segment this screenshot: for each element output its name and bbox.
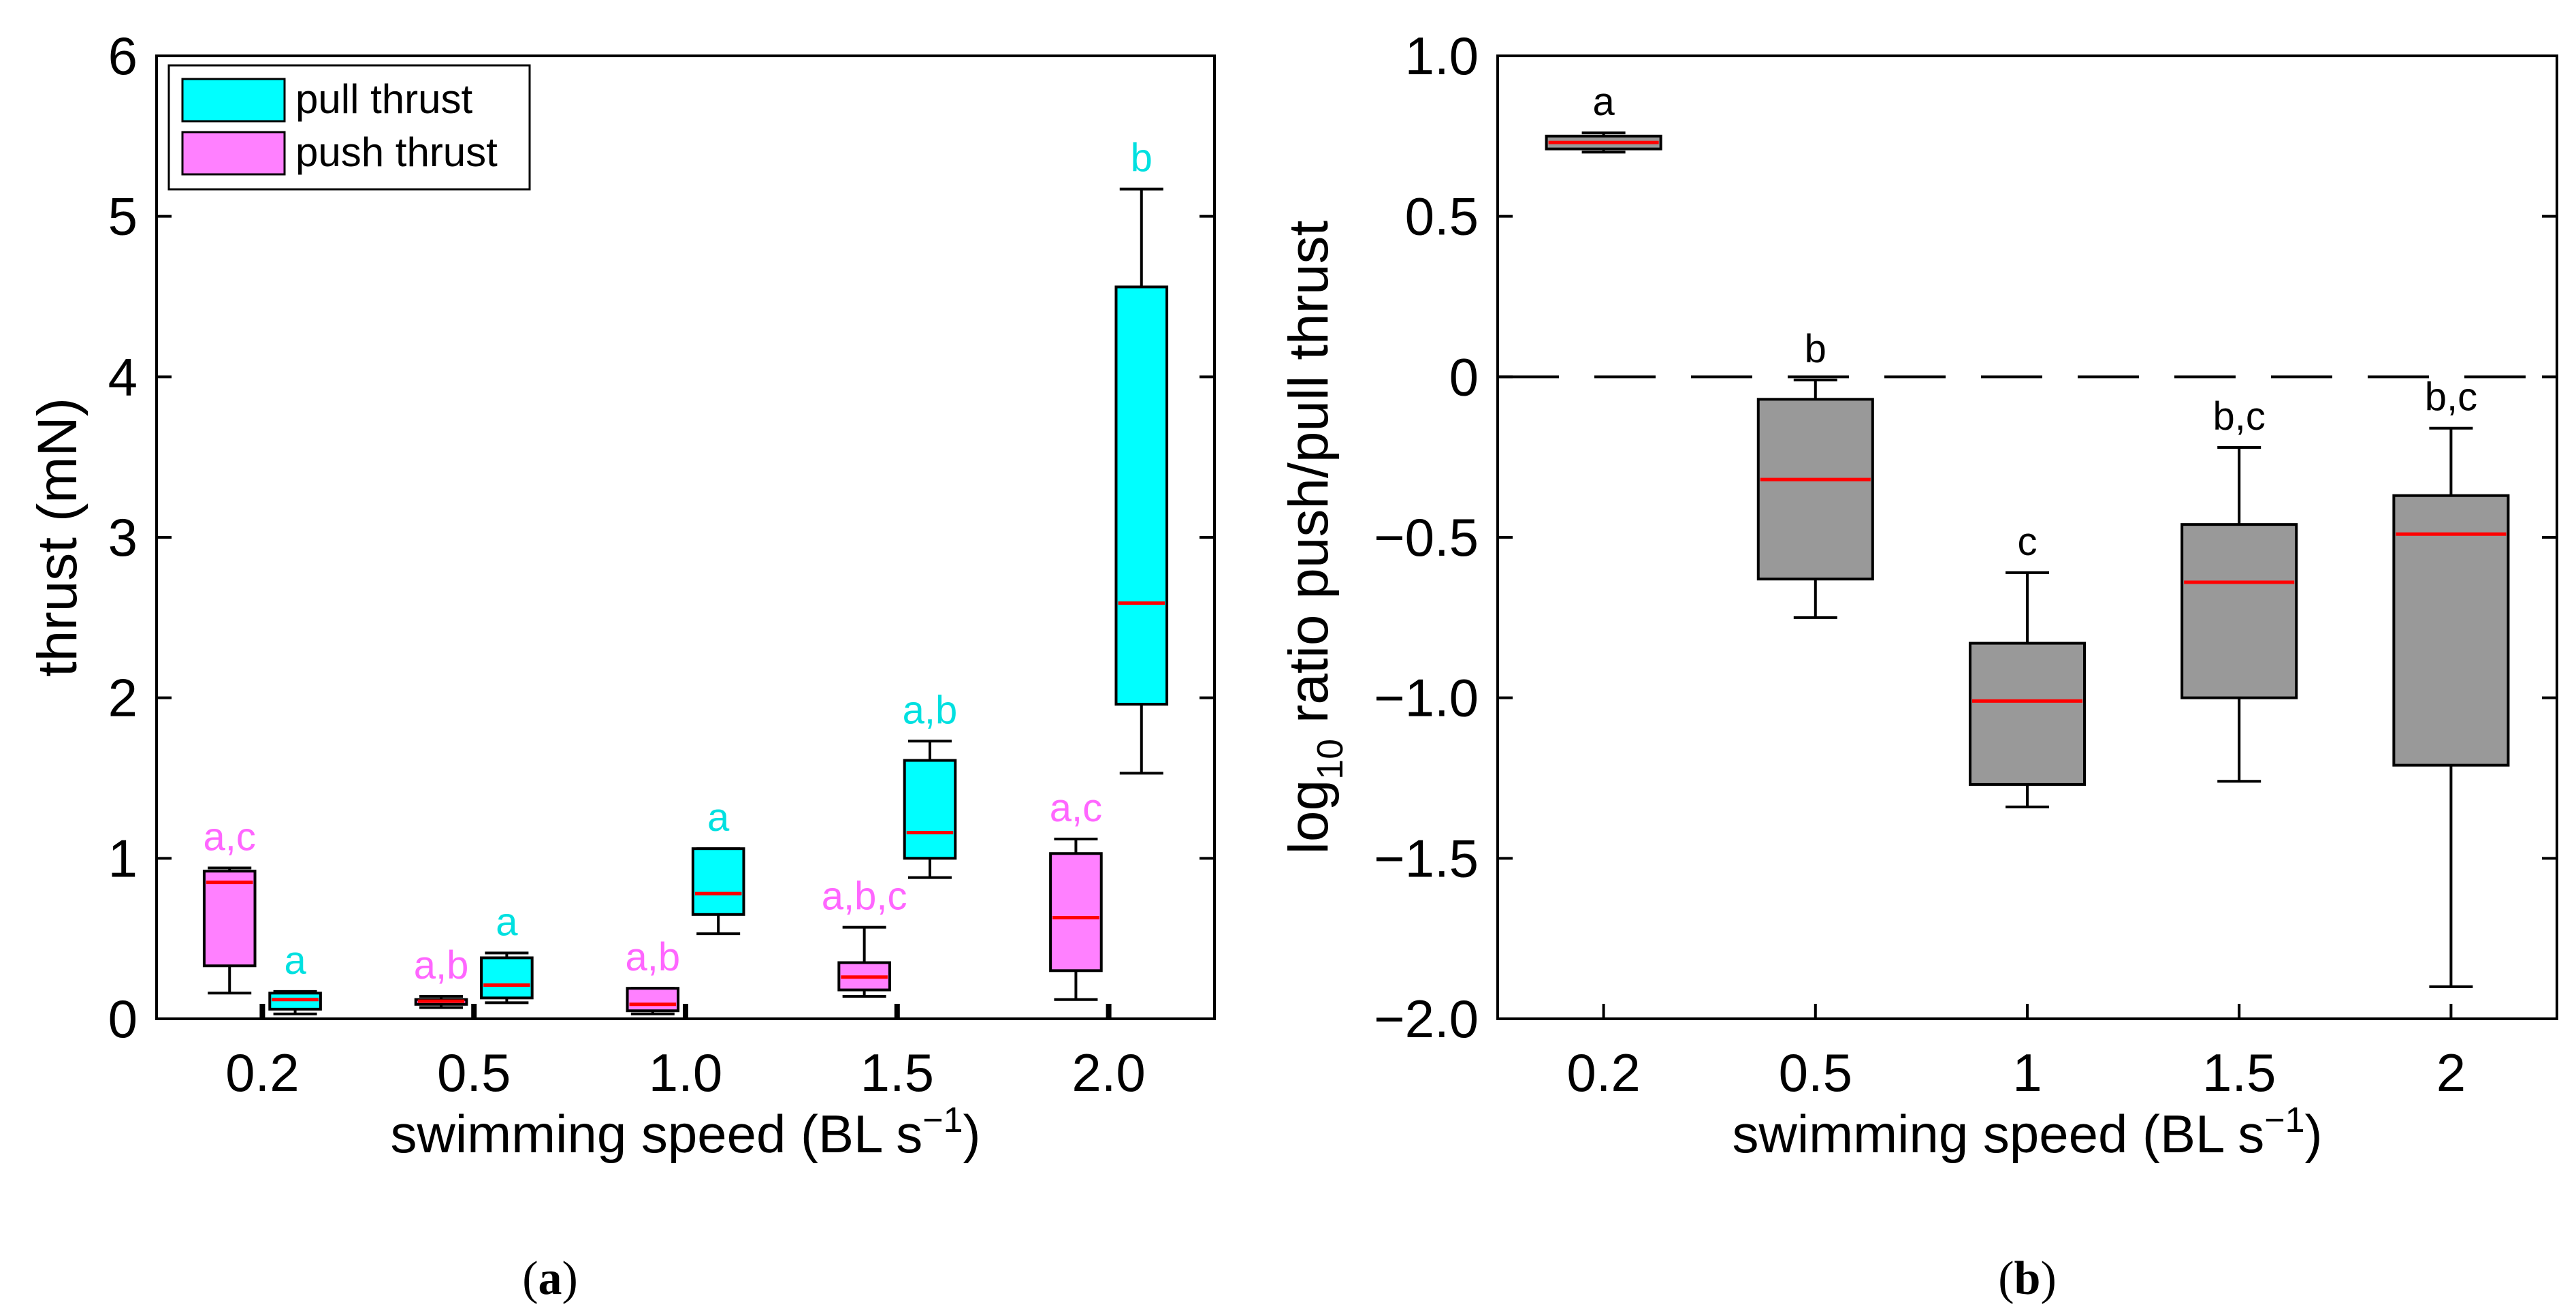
panel-a-xtick-label-1-5: 1.5	[860, 1043, 934, 1103]
panel-b-ratio-1-5-box	[2180, 523, 2298, 699]
panel-b-ratio-0-2-significance-label: a	[1592, 80, 1615, 124]
panel-b-ratio-0-5-significance-label: b	[1805, 327, 1826, 371]
panel-a-push-thrust-2-0-box	[1049, 852, 1103, 972]
panel-b-ratio-0-5-box	[1756, 398, 1874, 581]
panel-a-pull-thrust-2-0-box	[1114, 285, 1169, 706]
panel-b-ratio-1-5-significance-label: b,c	[2213, 394, 2266, 439]
panel-a-ytick-label-4: 4	[108, 347, 138, 407]
panel-a-push-thrust-0-5-significance-label: a,b	[414, 943, 469, 987]
panel-b-xtick-label-2: 2	[2436, 1043, 2466, 1103]
panel-a-xtick-label-0-2: 0.2	[225, 1043, 299, 1103]
panel-b-y-axis-title: log10 ratio push/pull thrust	[1278, 220, 1351, 854]
panel-a-push-thrust-0-2-significance-label: a,c	[204, 814, 256, 859]
panel-a-legend-swatch-push-thrust	[181, 131, 286, 176]
panel-a-push-thrust-1-5-significance-label: a,b,c	[822, 874, 907, 919]
panel-a-ytick-label-1: 1	[108, 828, 138, 888]
panel-b-ytick-label-2-0: −2.0	[1374, 989, 1479, 1049]
panel-a-pull-thrust-1-0-significance-label: a	[707, 795, 730, 840]
panel-b-ytick-label-0-5: −0.5	[1374, 507, 1479, 567]
panel-b-xtick-label-1: 1	[2012, 1043, 2042, 1103]
panel-a-legend-label-pull-thrust: pull thrust	[295, 76, 472, 122]
panel-a-x-axis-title: swimming speed (BL s−1)	[391, 1101, 981, 1164]
panel-a-pull-thrust-0-2-significance-label: a	[284, 938, 306, 983]
panel-a-xtick-label-0-5: 0.5	[437, 1043, 511, 1103]
panel-a-legend-swatch-pull-thrust	[181, 78, 286, 123]
panel-b-caption: (b)	[1998, 1252, 2057, 1305]
panel-b-ytick-label-1-0: 1.0	[1405, 26, 1479, 86]
panel-b-ytick-label-0-5: 0.5	[1405, 187, 1479, 247]
panel-a-pull-thrust-1-5-box	[903, 759, 957, 860]
panel-a-ytick-label-2: 2	[108, 668, 138, 728]
panel-b-xtick-label-1-5: 1.5	[2202, 1043, 2276, 1103]
panel-b-xtick-label-0-5: 0.5	[1779, 1043, 1852, 1103]
panel-a-push-thrust-1-0-significance-label: a,b	[626, 935, 681, 979]
panel-a-pull-thrust-1-5-significance-label: a,b	[903, 688, 958, 732]
panel-b-chart: −2.0 −1.5 −1.0 −0.5 0 0.5 1.0 0.2 0.5 1 1.5 2 a b c b,c…	[1278, 26, 2558, 1164]
panel-a-pull-thrust-2-0-significance-label: b	[1131, 136, 1153, 180]
panel-b-ratio-1-significance-label: c	[2018, 520, 2038, 564]
panel-b-ratio-2-box	[2392, 494, 2510, 767]
panel-b-ytick-label-1-0: −1.0	[1374, 668, 1479, 728]
panel-a-caption: (a)	[522, 1252, 578, 1305]
panel-a-push-thrust-0-2-box	[202, 870, 257, 968]
panel-a-push-thrust-1-0-box	[626, 987, 680, 1013]
panel-a-ytick-label-6: 6	[108, 26, 138, 86]
panel-b-ratio-2-significance-label: b,c	[2425, 375, 2477, 420]
panel-b-x-axis-title: swimming speed (BL s−1)	[1733, 1101, 2323, 1164]
panel-a-y-axis-title: thrust (mN)	[27, 398, 88, 677]
panel-a-chart: 0 1 2 3 4 5 6 0.2 0.5 1.0 1.5 2.0 a,c a,b a,b a,b,c a,c a…	[27, 26, 1216, 1164]
panel-b-ratio-1-box	[1968, 642, 2087, 786]
panel-a-pull-thrust-0-5-significance-label: a	[496, 900, 518, 944]
panel-a-xtick-label-1-0: 1.0	[649, 1043, 722, 1103]
panel-a-legend-label-push-thrust: push thrust	[295, 129, 498, 175]
panel-a-pull-thrust-1-0-box	[691, 847, 745, 916]
panel-a-xtick-label-2-0: 2.0	[1072, 1043, 1145, 1103]
panel-a-pull-thrust-0-5-box	[480, 956, 534, 1000]
panel-b-ytick-label-1-5: −1.5	[1374, 828, 1479, 888]
panel-a-push-thrust-2-0-significance-label: a,c	[1050, 786, 1102, 830]
panel-a-ytick-label-3: 3	[108, 507, 138, 567]
panel-b-ytick-label-0: 0	[1449, 347, 1479, 407]
panel-a-ytick-label-0: 0	[108, 989, 138, 1049]
panel-a-ytick-label-5: 5	[108, 187, 138, 247]
panel-b-xtick-label-0-2: 0.2	[1566, 1043, 1640, 1103]
